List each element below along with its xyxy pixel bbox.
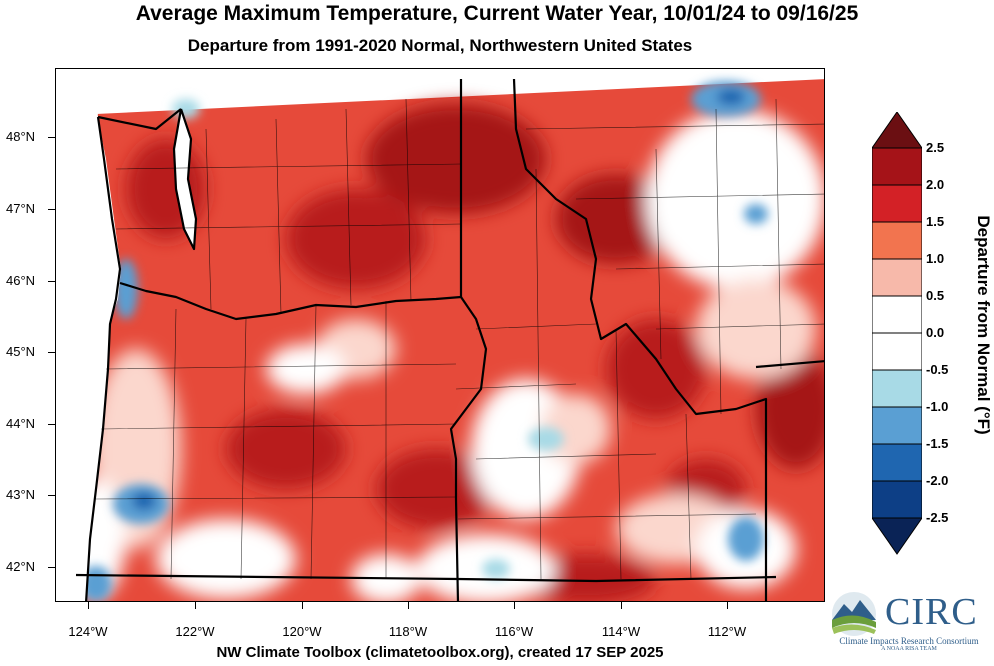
lat-label-42: 42°N [6, 559, 36, 574]
legend-tick-label: 2.5 [926, 140, 945, 155]
legend-cell [872, 406, 922, 445]
legend-cell [872, 295, 922, 334]
map-title: Average Maximum Temperature, Current Wat… [135, 2, 859, 25]
legend-tick-label: -1.5 [926, 436, 949, 451]
lon-label-120: 120°W [282, 624, 322, 639]
lon-tick [514, 602, 515, 609]
colorbar-legend [872, 112, 922, 555]
logo-tagline: Climate Impacts Research Consortium A NO… [839, 636, 979, 652]
lat-tick [48, 352, 55, 353]
lon-tick [621, 602, 622, 609]
lat-label-45: 45°N [6, 344, 36, 359]
lon-label-112: 112°W [707, 624, 747, 639]
legend-cell [872, 480, 922, 519]
lon-label-114: 114°W [601, 624, 641, 639]
legend-cell [872, 332, 922, 371]
legend-tick-label: -0.5 [926, 362, 949, 377]
temperature-departure-map [55, 68, 825, 602]
lon-label-122: 122°W [175, 624, 215, 639]
lon-tick [727, 602, 728, 609]
lon-tick [195, 602, 196, 609]
legend-cell [872, 147, 922, 186]
lon-label-124: 124°W [68, 624, 108, 639]
legend-tick-label: -1.0 [926, 399, 949, 414]
map-subtitle: Departure from 1991-2020 Normal, Northwe… [187, 36, 693, 55]
lat-label-46: 46°N [6, 273, 36, 288]
lon-label-118: 118°W [388, 624, 428, 639]
lat-tick [48, 495, 55, 496]
lat-label-43: 43°N [6, 487, 36, 502]
lat-tick [48, 424, 55, 425]
legend-tick-label: -2.0 [926, 473, 949, 488]
logo-name: CIRC [885, 591, 978, 633]
lon-tick [88, 602, 89, 609]
legend-arrow-bottom [872, 517, 922, 555]
anomaly-field [56, 69, 824, 601]
lat-tick [48, 567, 55, 568]
legend-tick-label: 1.0 [926, 251, 945, 266]
credit-footer: NW Climate Toolbox (climatetoolbox.org),… [216, 644, 664, 661]
lon-label-116: 116°W [494, 624, 534, 639]
lat-tick [48, 209, 55, 210]
legend-cell [872, 369, 922, 408]
legend-cell [872, 221, 922, 260]
circ-logo [832, 592, 876, 636]
legend-cell [872, 184, 922, 223]
lon-tick [302, 602, 303, 609]
lat-tick [48, 281, 55, 282]
legend-cells [872, 112, 922, 555]
legend-axis-title: Departure from Normal (°F) [974, 215, 993, 435]
mountain-icon [832, 592, 876, 636]
legend-tick-label: 2.0 [926, 177, 945, 192]
legend-tick-label: 0.0 [926, 325, 945, 340]
map-svg [56, 69, 824, 601]
lat-tick [48, 137, 55, 138]
lat-label-47: 47°N [6, 201, 36, 216]
lon-tick [408, 602, 409, 609]
legend-cell [872, 443, 922, 482]
legend-tick-label: 0.5 [926, 288, 945, 303]
legend-tick-label: 1.5 [926, 214, 945, 229]
legend-cell [872, 258, 922, 297]
legend-arrow-top [872, 112, 922, 149]
legend-tick-label: -2.5 [926, 510, 949, 525]
county-boundaries [95, 98, 824, 580]
lat-label-48: 48°N [6, 129, 36, 144]
lat-label-44: 44°N [6, 416, 36, 431]
